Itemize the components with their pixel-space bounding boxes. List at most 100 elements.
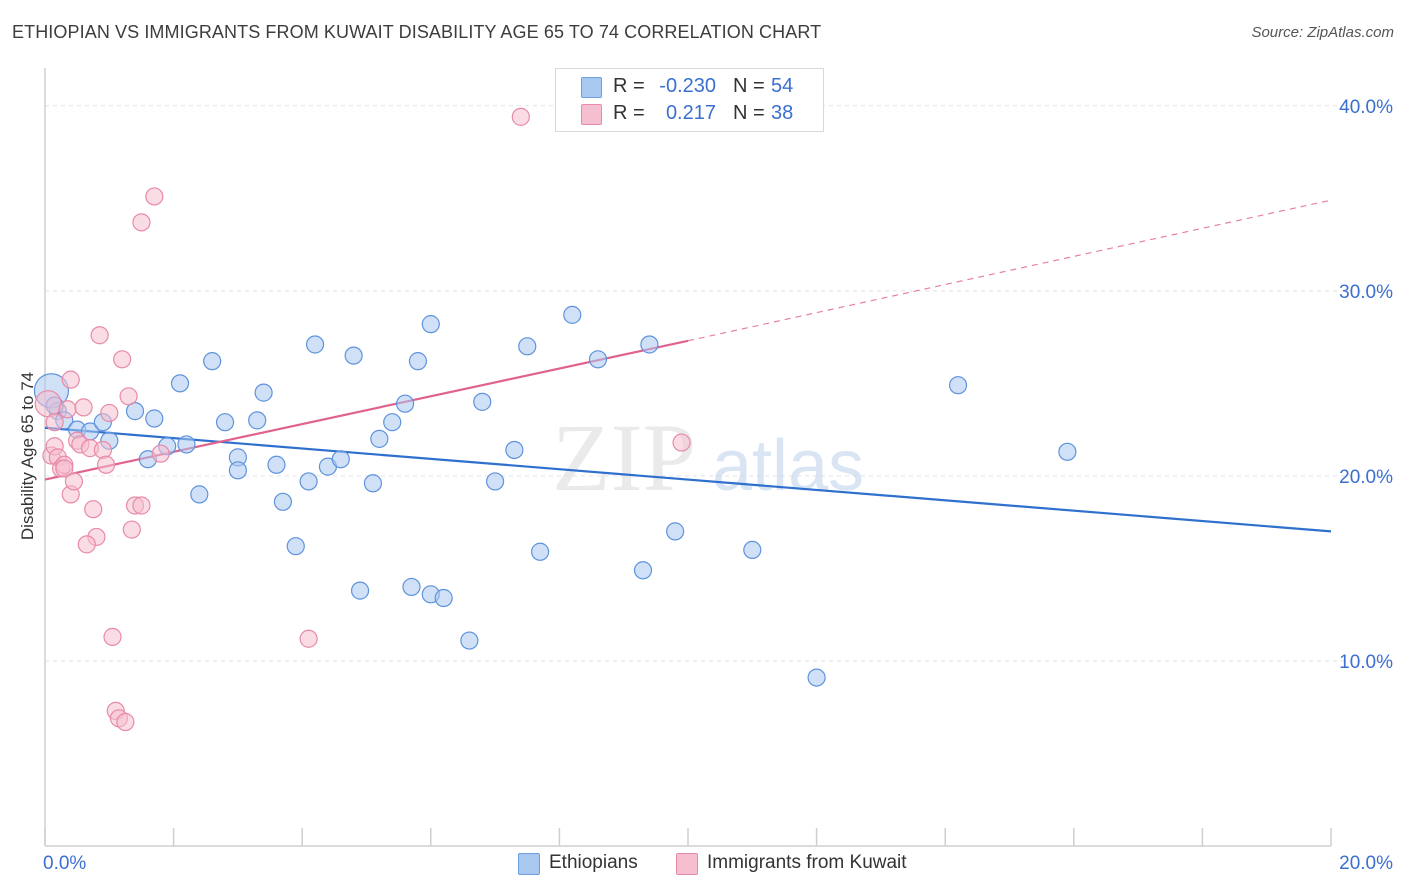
data-point-ethiopians xyxy=(518,337,537,356)
data-point-kuwait xyxy=(61,370,80,389)
data-point-kuwait xyxy=(93,440,112,460)
data-point-kuwait xyxy=(672,433,691,452)
source-label: Source: ZipAtlas.com xyxy=(1251,24,1394,41)
legend-n-label: N = xyxy=(733,102,765,124)
data-point-ethiopians xyxy=(248,411,267,430)
data-point-ethiopians xyxy=(215,413,235,432)
y-tick-label: 40.0% xyxy=(1339,97,1393,118)
legend-n-value: 54 xyxy=(771,75,794,97)
data-point-kuwait xyxy=(90,326,109,345)
y-tick-label: 20.0% xyxy=(1339,467,1393,488)
data-point-kuwait xyxy=(132,213,151,232)
data-point-kuwait xyxy=(64,472,84,491)
watermark-zip: ZIP xyxy=(552,404,696,511)
y-tick-label: 10.0% xyxy=(1339,652,1393,673)
trend-line-kuwait-extension xyxy=(687,199,1332,342)
chart-title: ETHIOPIAN VS IMMIGRANTS FROM KUWAIT DISA… xyxy=(12,22,822,42)
watermark: ZIP atlas xyxy=(552,404,864,511)
data-point-kuwait xyxy=(103,627,122,646)
data-point-ethiopians xyxy=(640,335,659,354)
legend-label-ethiopians: Ethiopians xyxy=(549,852,638,873)
data-point-kuwait xyxy=(145,187,164,206)
legend-swatch-blue xyxy=(518,853,540,875)
data-point-kuwait xyxy=(77,535,96,554)
data-point-ethiopians xyxy=(408,352,428,371)
data-point-kuwait xyxy=(132,496,151,515)
data-point-kuwait xyxy=(113,350,132,369)
legend-swatch-pink xyxy=(581,104,602,125)
x-tick-label: 20.0% xyxy=(1339,853,1393,874)
data-point-kuwait xyxy=(511,107,530,126)
series-ethiopians xyxy=(33,305,1077,687)
data-point-ethiopians xyxy=(363,474,383,493)
legend-swatch-blue xyxy=(581,77,602,98)
legend-label-kuwait: Immigrants from Kuwait xyxy=(707,852,907,873)
data-point-kuwait xyxy=(55,459,74,478)
data-point-ethiopians xyxy=(299,472,318,491)
data-point-kuwait xyxy=(45,413,64,432)
data-point-ethiopians xyxy=(434,588,453,608)
data-point-kuwait xyxy=(34,390,62,418)
data-point-ethiopians xyxy=(588,350,608,369)
data-point-ethiopians xyxy=(563,305,582,324)
data-point-kuwait xyxy=(151,444,170,463)
data-point-ethiopians xyxy=(473,392,492,411)
data-point-ethiopians xyxy=(254,383,273,402)
tick-labels: 10.0% 20.0% 30.0% 40.0% 0.0% 20.0% xyxy=(43,97,1393,874)
series-legend: Ethiopians Immigrants from Kuwait xyxy=(0,852,1406,876)
data-point-ethiopians xyxy=(948,376,968,395)
data-point-ethiopians xyxy=(145,409,164,428)
data-point-ethiopians xyxy=(666,522,685,541)
data-point-ethiopians xyxy=(273,492,293,511)
data-point-ethiopians xyxy=(177,435,196,454)
data-point-kuwait xyxy=(58,400,77,419)
data-point-ethiopians xyxy=(203,352,222,371)
data-point-ethiopians xyxy=(170,374,190,393)
data-point-ethiopians xyxy=(460,631,479,650)
data-point-kuwait xyxy=(84,500,103,519)
data-point-kuwait xyxy=(122,520,141,539)
data-point-ethiopians xyxy=(395,394,415,413)
legend-r-value: -0.230 xyxy=(659,75,716,97)
data-point-kuwait xyxy=(96,455,116,474)
data-point-ethiopians xyxy=(370,429,389,448)
data-point-kuwait xyxy=(119,387,138,406)
data-point-ethiopians xyxy=(633,561,653,580)
data-point-ethiopians xyxy=(190,485,209,504)
correlation-legend: R = -0.230 N = 54 R = 0.217 N = 38 xyxy=(555,68,824,132)
data-point-kuwait xyxy=(299,629,318,648)
data-point-ethiopians xyxy=(1058,442,1077,461)
data-point-ethiopians xyxy=(344,346,363,365)
x-tick-label: 0.0% xyxy=(43,853,86,874)
series-immigrants-from-kuwait xyxy=(34,107,691,732)
trend-line-ethiopians xyxy=(44,426,1332,533)
legend-r-value: 0.217 xyxy=(665,102,716,124)
data-point-ethiopians xyxy=(331,450,350,469)
y-tick-label: 30.0% xyxy=(1339,282,1393,303)
legend-row-kuwait: R = 0.217 N = 38 xyxy=(556,101,823,127)
gridlines xyxy=(45,105,1392,662)
data-point-ethiopians xyxy=(350,581,370,600)
data-point-kuwait xyxy=(116,712,135,732)
legend-row-ethiopians: R = -0.230 N = 54 xyxy=(556,74,823,100)
watermark-atlas: atlas xyxy=(712,426,864,506)
data-point-ethiopians xyxy=(286,537,305,556)
data-point-ethiopians xyxy=(228,461,247,480)
data-point-ethiopians xyxy=(531,542,550,561)
data-point-ethiopians xyxy=(505,440,524,460)
data-point-ethiopians xyxy=(486,472,505,491)
data-point-ethiopians xyxy=(267,455,286,474)
data-point-ethiopians xyxy=(305,335,325,354)
data-point-ethiopians xyxy=(383,413,402,432)
legend-n-value: 38 xyxy=(771,102,794,124)
y-axis-label: Disability Age 65 to 74 xyxy=(18,371,37,541)
legend-r-label: R = xyxy=(613,102,645,124)
data-point-ethiopians xyxy=(421,315,440,334)
legend-swatch-pink xyxy=(676,853,698,875)
data-point-kuwait xyxy=(74,398,93,417)
data-point-ethiopians xyxy=(402,577,421,597)
legend-r-label: R = xyxy=(613,75,645,97)
data-point-kuwait xyxy=(100,403,119,423)
legend-n-label: N = xyxy=(733,75,765,97)
